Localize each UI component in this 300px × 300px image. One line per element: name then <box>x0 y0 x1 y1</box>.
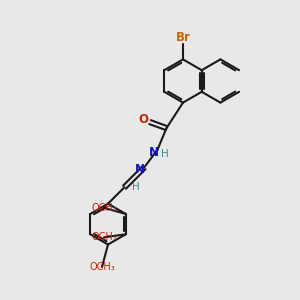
Text: O: O <box>138 112 148 126</box>
Text: OCH₃: OCH₃ <box>91 232 117 242</box>
Text: N: N <box>149 146 159 159</box>
Text: OCH₃: OCH₃ <box>89 262 115 272</box>
Text: Br: Br <box>176 31 190 44</box>
Text: N: N <box>134 163 145 176</box>
Text: H: H <box>161 149 169 159</box>
Text: H: H <box>132 182 140 192</box>
Text: OCH₃: OCH₃ <box>91 203 117 213</box>
